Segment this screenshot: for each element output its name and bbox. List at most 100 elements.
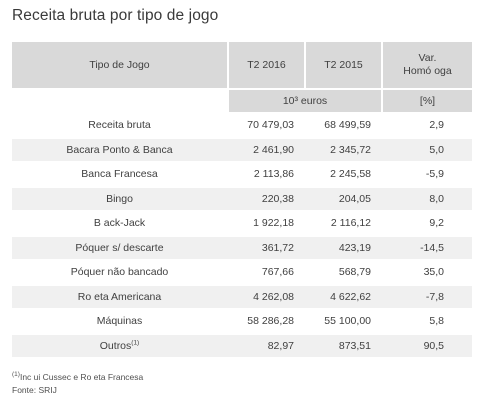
table-row: Outros(1) 82,97 873,51 90,5 <box>12 334 472 359</box>
row-var: 5,0 <box>381 144 472 156</box>
row-t2-2015: 568,79 <box>304 266 381 278</box>
row-t2-2015: 55 100,00 <box>304 315 381 327</box>
row-var: 90,5 <box>381 340 472 352</box>
page-title: Receita bruta por tipo de jogo <box>12 7 219 24</box>
row-var: -14,5 <box>381 242 472 254</box>
row-name: Banca Francesa <box>12 168 227 180</box>
row-t2-2016: 4 262,08 <box>227 291 304 303</box>
col-header-var-line2: Homó oga <box>403 65 452 77</box>
row-t2-2016: 767,66 <box>227 266 304 278</box>
table-header-row: Tipo de Jogo T2 2016 T2 2015 Var. Homó o… <box>12 42 472 90</box>
table-row: B ack-Jack 1 922,18 2 116,12 9,2 <box>12 212 472 237</box>
table-row: Póquer não bancado 767,66 568,79 35,0 <box>12 261 472 286</box>
row-name: Ro eta Americana <box>12 291 227 303</box>
col-header-t2-2015: T2 2015 <box>304 42 381 88</box>
row-var-text: 35,0 <box>423 266 444 279</box>
row-var-text: 9,2 <box>429 217 444 230</box>
row-t2-2015: 2 116,12 <box>304 217 381 229</box>
row-name: B ack-Jack <box>12 217 227 229</box>
row-t2-2016-text: 4 262,08 <box>253 290 294 303</box>
row-name-text: Bingo <box>106 192 133 205</box>
row-t2-2016: 361,72 <box>227 242 304 254</box>
row-var: 35,0 <box>381 266 472 278</box>
row-t2-2015-text: 2 245,58 <box>330 168 371 181</box>
table-row: Bingo 220,38 204,05 8,0 <box>12 187 472 212</box>
row-var-text: 5,8 <box>429 315 444 328</box>
row-t2-2015-text: 568,79 <box>338 266 371 279</box>
row-t2-2015-text: 2 345,72 <box>330 143 371 156</box>
row-var: 8,0 <box>381 193 472 205</box>
row-name-text: Outros <box>99 339 132 352</box>
row-var-text: -7,8 <box>425 290 444 303</box>
row-name-text: Banca Francesa <box>81 168 158 181</box>
row-t2-2015-text: 204,05 <box>338 192 371 205</box>
row-name: Outros(1) <box>12 340 227 352</box>
row-t2-2016: 58 286,28 <box>227 315 304 327</box>
units-blank <box>12 90 227 112</box>
row-t2-2015: 423,19 <box>304 242 381 254</box>
table-body: Receita bruta 70 479,03 68 499,59 2,9 Bacara… <box>12 114 472 359</box>
footnote-text: Inc ui Cussec e Ro eta Francesa <box>19 372 144 382</box>
row-t2-2016-text: 2 461,90 <box>253 143 294 156</box>
row-name-text: B ack-Jack <box>93 217 146 230</box>
row-t2-2015-text: 68 499,59 <box>324 119 371 132</box>
source-note: Fonte: SRIJ <box>12 385 57 395</box>
row-t2-2016: 220,38 <box>227 193 304 205</box>
revenue-table: Tipo de Jogo T2 2016 T2 2015 Var. Homó o… <box>12 42 472 359</box>
row-t2-2016-text: 1 922,18 <box>253 217 294 230</box>
table-row: Máquinas 58 286,28 55 100,00 5,8 <box>12 310 472 335</box>
row-t2-2015-text: 4 622,62 <box>330 290 371 303</box>
row-name: Bacara Ponto & Banca <box>12 144 227 156</box>
row-t2-2015: 68 499,59 <box>304 119 381 131</box>
row-name-text: Póquer s/ descarte <box>75 241 164 254</box>
row-t2-2016-text: 70 479,03 <box>247 119 294 132</box>
row-t2-2016-text: 2 113,86 <box>253 168 294 181</box>
row-var-text: 8,0 <box>429 192 444 205</box>
row-var-text: -5,9 <box>425 168 444 181</box>
row-name-text: Póquer não bancado <box>70 266 169 279</box>
row-t2-2016: 70 479,03 <box>227 119 304 131</box>
row-t2-2015-text: 55 100,00 <box>324 315 371 328</box>
table-row: Banca Francesa 2 113,86 2 245,58 -5,9 <box>12 163 472 188</box>
row-var: 5,8 <box>381 315 472 327</box>
col-header-tipo: Tipo de Jogo <box>89 59 150 71</box>
row-t2-2016-text: 361,72 <box>261 241 294 254</box>
row-var: 2,9 <box>381 119 472 131</box>
col-header-t2-2016: T2 2016 <box>227 42 304 88</box>
row-var: 9,2 <box>381 217 472 229</box>
row-name-text: Ro eta Americana <box>77 290 162 303</box>
row-t2-2015: 2 245,58 <box>304 168 381 180</box>
table-row: Receita bruta 70 479,03 68 499,59 2,9 <box>12 114 472 139</box>
row-var-text: 90,5 <box>423 339 444 352</box>
col-header-var-line1: Var. <box>418 52 437 64</box>
row-name-text: Máquinas <box>96 315 143 328</box>
table-row: Póquer s/ descarte 361,72 423,19 -14,5 <box>12 236 472 261</box>
row-var: -5,9 <box>381 168 472 180</box>
row-t2-2016: 2 113,86 <box>227 168 304 180</box>
row-footnote-mark: (1) <box>131 339 140 347</box>
footnote: (1)Inc ui Cussec e Ro eta Francesa <box>12 371 144 382</box>
col-header-var: Var. Homó oga <box>381 42 472 88</box>
row-t2-2016-text: 220,38 <box>261 192 294 205</box>
row-t2-2015-text: 423,19 <box>338 241 371 254</box>
row-name: Receita bruta <box>12 119 227 131</box>
table-row: Ro eta Americana 4 262,08 4 622,62 -7,8 <box>12 285 472 310</box>
row-var-text: 2,9 <box>429 119 444 132</box>
row-t2-2015-text: 873,51 <box>338 339 371 352</box>
row-t2-2015: 204,05 <box>304 193 381 205</box>
row-t2-2016: 2 461,90 <box>227 144 304 156</box>
row-t2-2016: 82,97 <box>227 340 304 352</box>
units-row: 10³ euros [%] <box>12 90 472 114</box>
pct-label: [%] <box>381 90 472 112</box>
row-t2-2015: 873,51 <box>304 340 381 352</box>
row-name: Póquer s/ descarte <box>12 242 227 254</box>
units-label: 10³ euros <box>227 90 381 112</box>
row-t2-2016: 1 922,18 <box>227 217 304 229</box>
row-var: -7,8 <box>381 291 472 303</box>
row-t2-2016-text: 82,97 <box>267 339 294 352</box>
row-t2-2015: 4 622,62 <box>304 291 381 303</box>
row-name-text: Bacara Ponto & Banca <box>66 143 173 156</box>
footnote-mark: (1) <box>12 371 20 379</box>
row-name: Póquer não bancado <box>12 266 227 278</box>
row-name: Bingo <box>12 193 227 205</box>
